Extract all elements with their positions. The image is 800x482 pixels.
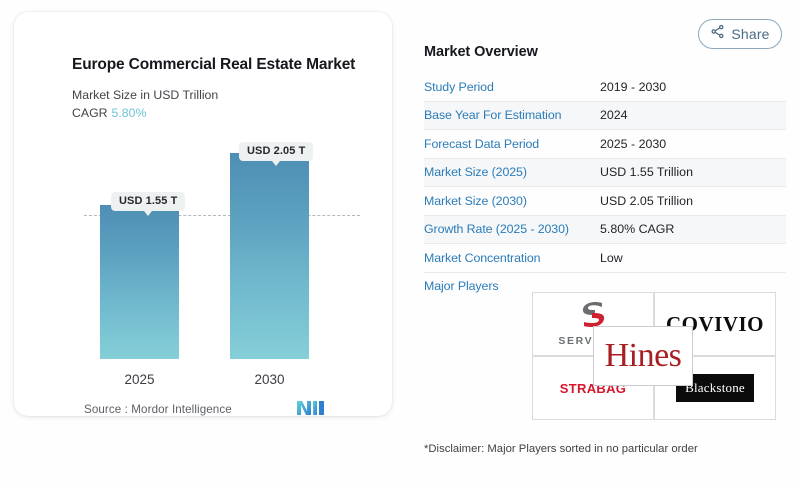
row-value: 5.80% CAGR: [600, 222, 675, 237]
mordor-intelligence-logo: [296, 400, 326, 421]
disclaimer-text: *Disclaimer: Major Players sorted in no …: [424, 443, 698, 455]
row-key: Market Concentration: [424, 250, 541, 265]
row-key: Market Size (2030): [424, 193, 527, 208]
hines-label: Hines: [604, 337, 682, 374]
blackstone-label: Blackstone: [685, 380, 745, 395]
table-row: Market Concentration Low: [424, 244, 786, 273]
bar-chart-plot: USD 1.55 T USD 2.05 T 2025 2030: [14, 12, 392, 416]
table-row: Market Size (2030) USD 2.05 Trillion: [424, 187, 786, 216]
row-key: Base Year For Estimation: [424, 108, 562, 123]
cagr-value: 5.80%: [111, 106, 147, 120]
panel-title: Market Overview: [424, 44, 538, 60]
market-overview-panel: Market Overview Study Period 2019 - 2030…: [424, 44, 786, 303]
chart-title: Europe Commercial Real Estate Market: [72, 56, 356, 73]
logo-cell-hines: Hines: [593, 326, 693, 386]
x-axis-tick-2025: 2025: [124, 372, 155, 387]
source-label: Source : Mordor Intelligence: [84, 403, 232, 416]
row-key: Market Size (2025): [424, 165, 527, 180]
share-button[interactable]: Share: [698, 19, 782, 49]
chart-card: Europe Commercial Real Estate Market Mar…: [14, 12, 392, 416]
row-key: Major Players: [424, 278, 499, 293]
row-value: USD 2.05 Trillion: [600, 193, 693, 208]
x-axis-tick-2030: 2030: [254, 372, 285, 387]
row-value: 2025 - 2030: [600, 136, 667, 151]
row-key: Study Period: [424, 79, 494, 94]
cagr-label: CAGR: [72, 106, 108, 120]
servotel-mark-icon: [578, 301, 608, 333]
table-row: Market Size (2025) USD 1.55 Trillion: [424, 158, 786, 187]
row-value: USD 1.55 Trillion: [600, 165, 693, 180]
cagr-line: CAGR 5.80%: [72, 106, 146, 120]
row-value: 2024: [600, 108, 628, 123]
reference-dashed-line: [84, 215, 360, 216]
table-row-major-players: Major Players: [424, 273, 786, 303]
table-row: Study Period 2019 - 2030: [424, 73, 786, 102]
chart-subtitle: Market Size in USD Trillion: [72, 88, 219, 102]
row-key: Forecast Data Period: [424, 136, 540, 151]
row-key: Growth Rate (2025 - 2030): [424, 222, 569, 237]
row-value: Low: [600, 250, 623, 265]
table-row: Growth Rate (2025 - 2030) 5.80% CAGR: [424, 215, 786, 244]
bar-2025[interactable]: [100, 205, 179, 359]
table-row: Base Year For Estimation 2024: [424, 101, 786, 130]
row-value: 2019 - 2030: [600, 79, 667, 94]
bar-label-2030: USD 2.05 T: [239, 142, 314, 166]
bar-2030[interactable]: [230, 153, 309, 359]
major-players-logo-grid: SERVOTEL COVIVIO STRABAG Blackstone Hine…: [532, 292, 776, 420]
share-nodes-icon: [710, 24, 725, 44]
table-row: Forecast Data Period 2025 - 2030: [424, 130, 786, 159]
bar-label-2025: USD 1.55 T: [111, 192, 186, 216]
share-button-label: Share: [731, 26, 770, 42]
